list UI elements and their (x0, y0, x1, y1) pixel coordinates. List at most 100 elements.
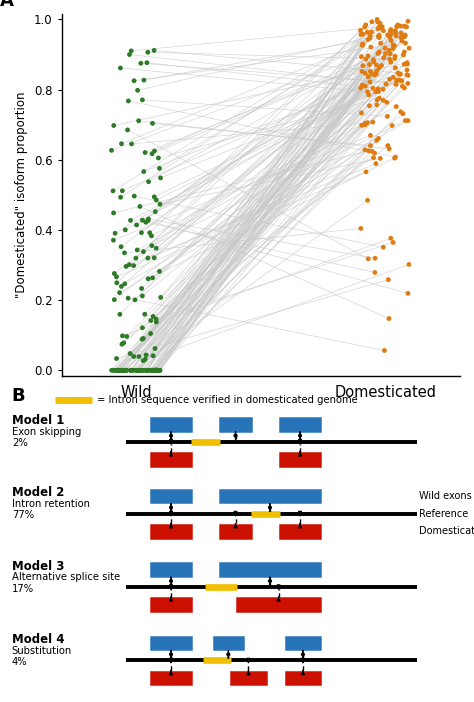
Bar (220, 563, 320, 576)
Point (374, 14, 381, 25)
Point (117, 365, 124, 376)
Point (374, 86, 382, 97)
Bar (214, 637, 243, 649)
Point (148, 148, 156, 159)
Point (118, 185, 126, 197)
Point (364, 34, 372, 45)
Point (151, 365, 159, 376)
Point (357, 82, 365, 93)
Point (113, 271, 120, 282)
Point (156, 365, 164, 376)
Point (147, 315, 155, 326)
Point (120, 337, 128, 348)
Point (152, 243, 160, 254)
Point (131, 294, 139, 305)
Point (145, 213, 152, 225)
Point (133, 365, 141, 376)
Point (148, 240, 155, 251)
Point (151, 145, 158, 157)
Point (139, 322, 146, 333)
Bar (151, 672, 191, 684)
Point (401, 29, 409, 41)
Point (391, 40, 398, 51)
Point (364, 117, 371, 128)
Point (133, 365, 140, 376)
Point (387, 24, 395, 35)
Point (405, 259, 413, 270)
Point (394, 74, 401, 86)
Y-axis label: "Domesticated" isoform proportion: "Domesticated" isoform proportion (16, 91, 28, 298)
Point (372, 68, 379, 79)
Point (373, 99, 381, 110)
Point (136, 365, 143, 376)
Point (132, 365, 140, 376)
Point (155, 365, 163, 376)
Text: Model 4: Model 4 (12, 633, 64, 647)
Point (146, 227, 154, 239)
Point (377, 38, 384, 49)
Point (401, 115, 409, 126)
Point (141, 147, 149, 158)
Point (109, 234, 117, 246)
Point (128, 365, 136, 376)
Point (396, 69, 403, 80)
Point (405, 43, 413, 54)
Point (115, 365, 123, 376)
Point (374, 23, 382, 34)
Point (401, 37, 409, 48)
Point (385, 313, 393, 324)
Point (392, 152, 399, 163)
Point (359, 29, 367, 40)
Point (375, 62, 383, 74)
Point (376, 153, 384, 164)
Point (397, 20, 404, 32)
Point (364, 27, 371, 38)
Text: 4%: 4% (12, 657, 27, 667)
Point (404, 288, 412, 299)
Point (121, 365, 128, 376)
Point (124, 124, 131, 135)
Point (155, 365, 162, 376)
Text: 2%: 2% (12, 438, 27, 449)
Point (145, 176, 152, 187)
Bar (286, 637, 320, 649)
Point (359, 40, 366, 51)
Point (127, 365, 135, 376)
Text: Wild exons: Wild exons (419, 491, 472, 501)
Point (368, 145, 376, 157)
Point (357, 223, 365, 234)
Point (390, 72, 397, 83)
Point (110, 120, 118, 131)
Point (116, 365, 124, 376)
Point (155, 163, 163, 174)
Point (118, 365, 126, 376)
Point (155, 266, 163, 277)
Point (117, 365, 124, 376)
Point (110, 294, 118, 305)
Bar (151, 418, 191, 430)
Text: = Intron sequence verified in domesticated genome: = Intron sequence verified in domesticat… (97, 395, 358, 405)
Point (114, 365, 121, 376)
Point (376, 18, 384, 29)
Point (132, 253, 140, 264)
Point (156, 199, 164, 210)
Point (137, 227, 145, 238)
Point (136, 201, 144, 212)
Point (368, 68, 375, 79)
Bar (280, 524, 320, 538)
Point (380, 25, 387, 37)
Point (387, 232, 395, 244)
Point (383, 79, 390, 90)
Point (386, 74, 393, 85)
Point (155, 365, 163, 376)
Point (400, 49, 407, 60)
Point (394, 20, 401, 31)
Point (136, 365, 143, 376)
Point (372, 86, 380, 98)
Point (375, 32, 383, 44)
Point (388, 120, 396, 131)
Point (139, 215, 146, 226)
Text: Intron retention: Intron retention (12, 499, 90, 509)
Point (401, 29, 409, 41)
Point (378, 60, 385, 71)
